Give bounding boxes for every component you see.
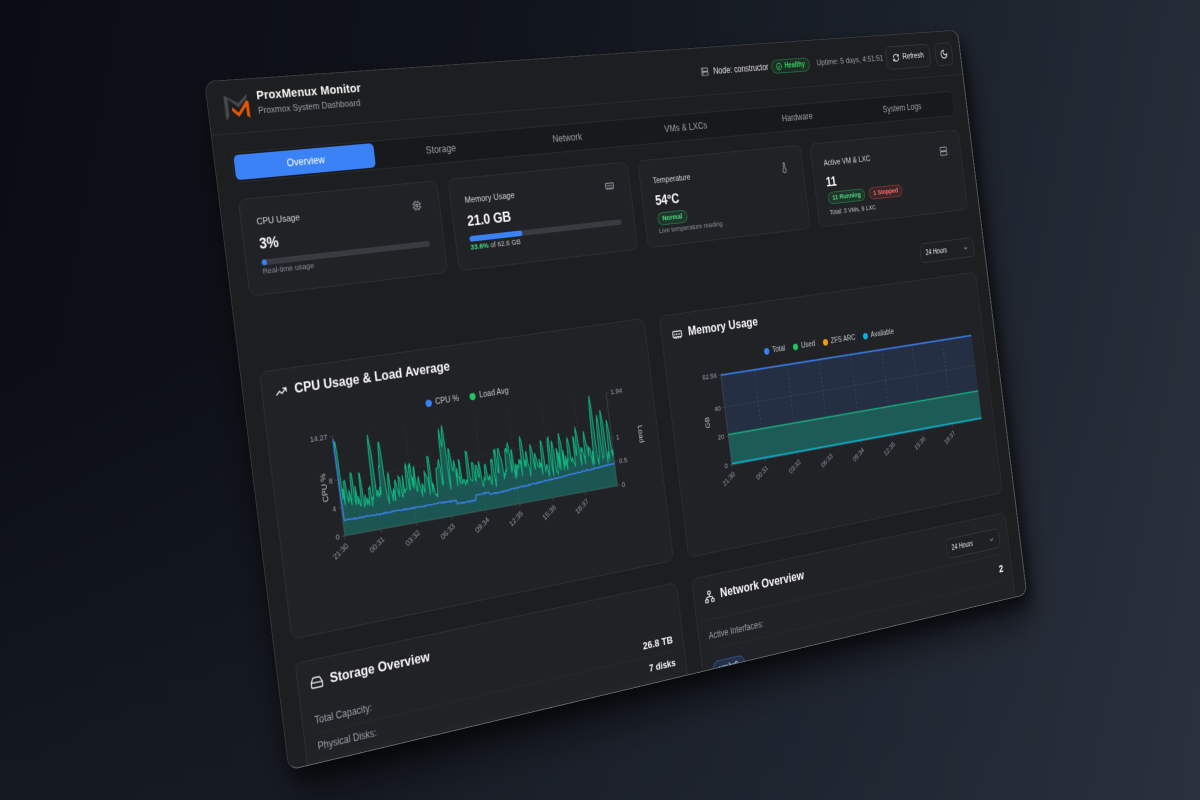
svg-text:GB: GB bbox=[703, 416, 712, 429]
svg-text:03:32: 03:32 bbox=[788, 458, 802, 476]
svg-text:21:30: 21:30 bbox=[332, 541, 351, 562]
svg-text:06:33: 06:33 bbox=[439, 521, 457, 541]
svg-text:06:33: 06:33 bbox=[820, 451, 835, 469]
svg-text:Load: Load bbox=[636, 424, 646, 443]
svg-text:00:31: 00:31 bbox=[755, 464, 770, 482]
svg-text:09:34: 09:34 bbox=[474, 515, 492, 535]
svg-text:15:36: 15:36 bbox=[913, 434, 927, 451]
svg-text:21:30: 21:30 bbox=[721, 470, 736, 488]
svg-text:18:37: 18:37 bbox=[943, 429, 956, 446]
svg-text:8: 8 bbox=[328, 476, 334, 486]
svg-text:03:32: 03:32 bbox=[404, 528, 422, 548]
svg-text:0: 0 bbox=[335, 532, 341, 542]
svg-text:0: 0 bbox=[621, 480, 626, 489]
svg-text:40: 40 bbox=[714, 404, 722, 413]
svg-text:14.27: 14.27 bbox=[309, 432, 327, 444]
svg-text:1: 1 bbox=[616, 433, 620, 442]
svg-text:00:31: 00:31 bbox=[368, 535, 386, 555]
svg-text:12:35: 12:35 bbox=[883, 440, 897, 458]
svg-text:0: 0 bbox=[724, 461, 729, 470]
svg-text:12:35: 12:35 bbox=[508, 509, 525, 529]
svg-text:0.5: 0.5 bbox=[618, 455, 628, 465]
svg-text:09:34: 09:34 bbox=[851, 446, 865, 464]
svg-text:62.56: 62.56 bbox=[702, 371, 718, 381]
svg-text:15:36: 15:36 bbox=[541, 503, 558, 522]
svg-text:1.94: 1.94 bbox=[610, 386, 623, 396]
svg-text:20: 20 bbox=[717, 432, 725, 441]
svg-text:CPU %: CPU % bbox=[318, 473, 330, 503]
svg-text:18:37: 18:37 bbox=[574, 497, 590, 516]
svg-text:4: 4 bbox=[332, 504, 338, 514]
